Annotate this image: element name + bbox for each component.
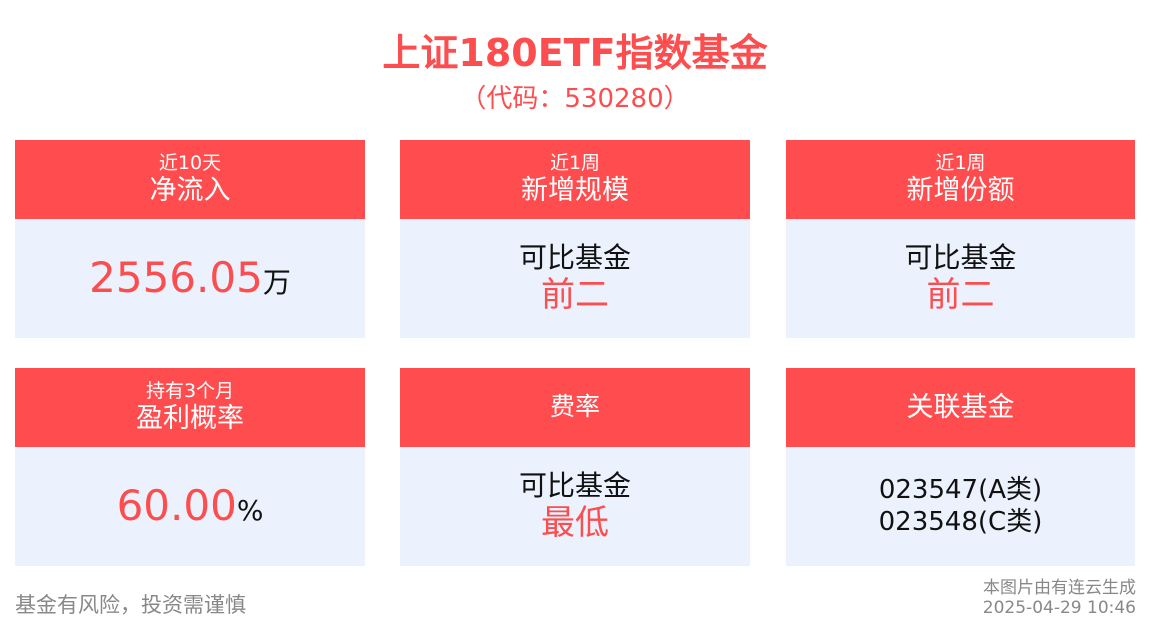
card-label: 盈利概率 (136, 402, 244, 434)
generated-by: 本图片由有连云生成 (983, 578, 1136, 598)
card-label: 净流入 (149, 174, 231, 206)
card-label: 关联基金 (906, 391, 1015, 423)
card-label: 新增份额 (906, 174, 1015, 206)
card-label: 新增规模 (521, 174, 629, 206)
card-value: 60.00 (116, 481, 237, 531)
related-fund-a: 023547(A类) (878, 475, 1043, 506)
card-sub: 近10天 (158, 152, 222, 175)
card-sub: 近1周 (935, 152, 986, 175)
card-related-funds: 关联基金 023547(A类) 023548(C类) (786, 368, 1135, 566)
card-new-scale: 近1周 新增规模 可比基金 前二 (400, 140, 750, 338)
generation-info: 本图片由有连云生成 2025-04-29 10:46 (983, 578, 1136, 619)
page-title: 上证180ETF指数基金 (382, 31, 768, 75)
card-new-shares: 近1周 新增份额 可比基金 前二 (786, 140, 1135, 338)
card-sub: 持有3个月 (145, 380, 235, 403)
card-unit: % (236, 494, 264, 528)
card-profit-probability: 持有3个月 盈利概率 60.00% (15, 368, 365, 566)
related-fund-c: 023548(C类) (878, 506, 1043, 537)
card-line2: 前二 (541, 274, 609, 315)
card-unit: 万 (262, 266, 291, 300)
risk-disclaimer: 基金有风险，投资需谨慎 (15, 593, 246, 617)
card-fee-rate: 费率 可比基金 最低 (400, 368, 750, 566)
card-sub: 近1周 (549, 152, 601, 175)
card-line1: 可比基金 (518, 241, 631, 275)
card-line2: 前二 (926, 274, 995, 315)
timestamp: 2025-04-29 10:46 (982, 598, 1136, 619)
card-label: 费率 (549, 392, 600, 422)
fund-code: （代码：530280） (460, 84, 690, 114)
card-value: 2556.05 (89, 253, 263, 303)
card-line1: 可比基金 (904, 241, 1017, 275)
card-line2: 最低 (541, 502, 609, 543)
card-line1: 可比基金 (518, 469, 631, 503)
card-net-inflow: 近10天 净流入 2556.05万 (15, 140, 365, 338)
